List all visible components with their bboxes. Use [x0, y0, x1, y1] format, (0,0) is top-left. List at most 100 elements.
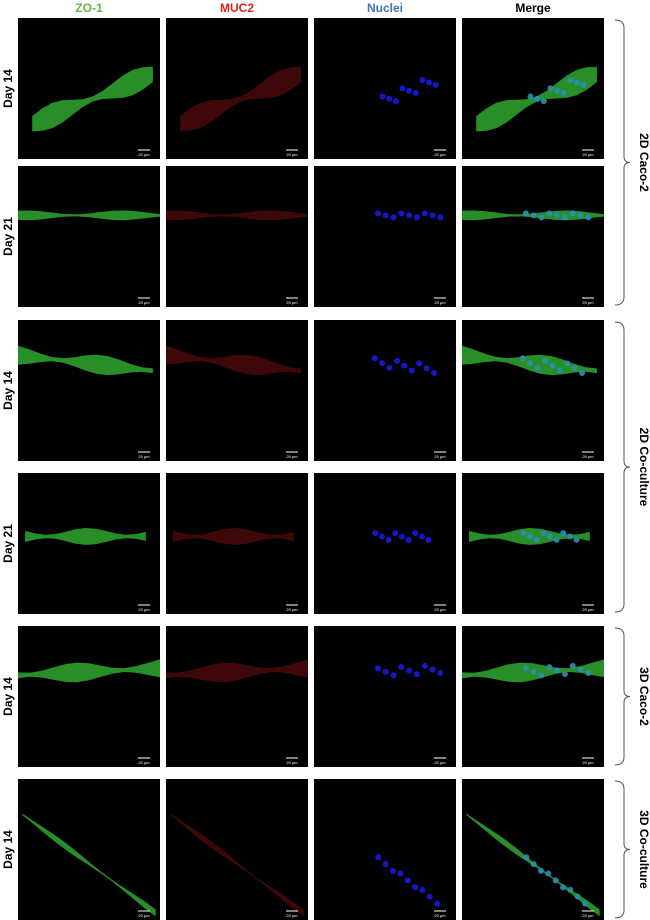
nucleus — [541, 357, 548, 364]
scale-bar-label: 20 µm — [582, 454, 594, 459]
nucleus — [530, 212, 537, 219]
nucleus — [552, 877, 559, 884]
panel-background — [462, 320, 604, 461]
zo1-stain — [32, 66, 153, 132]
scale-bar-label: 20 µm — [582, 300, 594, 305]
nucleus — [549, 362, 556, 369]
nucleus — [397, 870, 404, 877]
micrograph: 20 µm — [166, 320, 308, 461]
column-header: Merge — [515, 1, 551, 15]
nucleus — [382, 861, 389, 868]
nucleus — [385, 536, 392, 543]
nucleus — [522, 210, 529, 217]
nucleus — [530, 668, 537, 675]
scale-bar-label: 20 µm — [138, 300, 150, 305]
nucleus — [527, 360, 534, 367]
zo1-stain — [18, 210, 160, 221]
nucleus — [412, 90, 419, 97]
group-label: 3D Caco-2 — [637, 667, 650, 726]
micrograph: 20 µm — [18, 779, 160, 920]
micrograph: 20 µm — [18, 626, 160, 767]
nucleus — [404, 877, 411, 884]
panel-background — [18, 166, 160, 307]
nucleus — [437, 670, 444, 677]
scale-bar-label: 20 µm — [434, 152, 446, 157]
nucleus — [538, 867, 545, 874]
nucleus — [547, 85, 554, 92]
nucleus — [540, 530, 547, 537]
panel-background — [314, 18, 456, 159]
column-header: MUC2 — [220, 1, 254, 15]
panel-background — [314, 626, 456, 767]
nucleus — [390, 867, 397, 874]
nucleus — [569, 662, 576, 669]
nucleus — [419, 886, 426, 893]
nucleus — [406, 667, 413, 674]
nucleus — [527, 533, 534, 540]
nucleus — [533, 536, 540, 543]
nucleus — [545, 870, 552, 877]
scale-bar-label: 20 µm — [434, 300, 446, 305]
nucleus — [527, 93, 534, 100]
scale-bar-label: 20 µm — [434, 913, 446, 918]
panel-background — [314, 473, 456, 614]
nucleus — [554, 87, 561, 94]
nucleus — [423, 365, 430, 372]
nucleus — [522, 665, 529, 672]
nucleus — [434, 900, 441, 907]
scale-bar-label: 20 µm — [286, 760, 298, 765]
nucleus — [577, 666, 584, 673]
scale-bar-label: 20 µm — [434, 454, 446, 459]
nucleus — [560, 90, 567, 97]
nucleus — [573, 536, 580, 543]
nucleus — [382, 212, 389, 219]
nucleus — [429, 212, 436, 219]
nucleus — [585, 670, 592, 677]
scale-bar-label: 20 µm — [138, 760, 150, 765]
nucleus — [418, 533, 425, 540]
row-label: Day 14 — [1, 830, 15, 869]
muc2-stain — [170, 813, 304, 917]
nucleus — [577, 212, 584, 219]
micrograph: 20 µm — [166, 473, 308, 614]
scale-bar-label: 20 µm — [138, 913, 150, 918]
nucleus — [375, 854, 382, 861]
nucleus — [431, 370, 438, 377]
micrograph: 20 µm — [314, 320, 456, 461]
nucleus — [425, 536, 432, 543]
nucleus — [569, 210, 576, 217]
scale-bar-label: 20 µm — [138, 454, 150, 459]
nucleus — [560, 884, 567, 891]
group-brace — [614, 780, 631, 919]
nucleus — [386, 364, 393, 371]
nucleus — [567, 886, 574, 893]
micrograph: 20 µm — [18, 473, 160, 614]
nucleus — [534, 95, 541, 102]
nucleus — [571, 365, 578, 372]
nucleus — [426, 893, 433, 900]
nucleus — [398, 664, 405, 671]
nucleus — [372, 530, 379, 537]
scale-bar-label: 20 µm — [582, 913, 594, 918]
nucleus — [419, 77, 426, 84]
nucleus — [561, 671, 568, 678]
muc2-stain — [166, 659, 308, 683]
row-label: Day 21 — [1, 217, 15, 256]
micrograph: 20 µm — [166, 166, 308, 307]
nucleus — [546, 533, 553, 540]
micrograph: 20 µm — [18, 18, 160, 159]
row-label: Day 21 — [1, 524, 15, 563]
micrograph: 20 µm — [314, 473, 456, 614]
nucleus — [554, 212, 561, 219]
micrograph: 20 µm — [314, 18, 456, 159]
panel-background — [314, 166, 456, 307]
nucleus — [566, 533, 573, 540]
micrograph: 20 µm — [314, 626, 456, 767]
nucleus — [374, 210, 381, 217]
nucleus — [580, 81, 587, 88]
nucleus — [530, 861, 537, 868]
nucleus — [554, 667, 561, 674]
scale-bar-label: 20 µm — [582, 607, 594, 612]
micrograph: 20 µm — [462, 320, 604, 461]
